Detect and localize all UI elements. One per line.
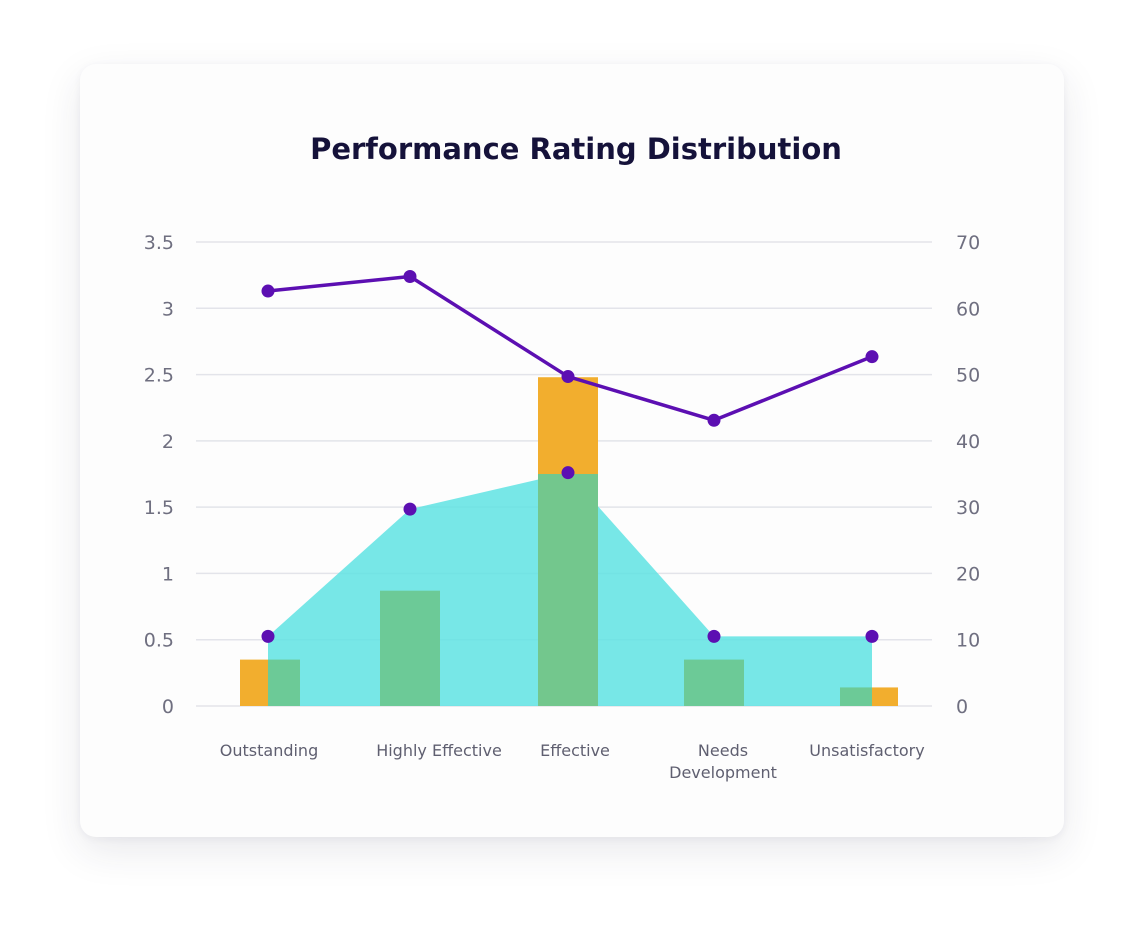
- left-tick-label: 3: [162, 298, 174, 320]
- orange-bar: [872, 687, 898, 706]
- chart-card: Performance Rating Distribution 0 0.5 1 1.5…: [80, 64, 1064, 837]
- chart-canvas: Performance Rating Distribution 0 0.5 1 1.5…: [144, 132, 980, 782]
- category-labels: Outstanding Highly Effective Effective Need…: [220, 741, 925, 782]
- category-label-line: Unsatisfactory: [809, 741, 924, 760]
- right-tick-label: 50: [956, 365, 980, 387]
- category-label-line: Highly Effective: [376, 741, 502, 760]
- category-label: Highly Effective: [376, 741, 502, 760]
- category-label: Effective: [540, 741, 610, 760]
- area-point: [261, 629, 275, 643]
- area-point: [707, 629, 721, 643]
- left-tick-label: 1.5: [144, 497, 174, 519]
- orange-bar: [240, 659, 268, 706]
- line-point: [403, 269, 417, 283]
- right-tick-label: 0: [956, 696, 968, 718]
- left-tick-label: 2.5: [144, 365, 174, 387]
- left-tick-label: 2: [162, 431, 174, 453]
- chart-title: Performance Rating Distribution: [310, 132, 842, 166]
- right-tick-label: 60: [956, 298, 980, 320]
- category-label: Outstanding: [220, 741, 318, 760]
- green-bar: [538, 474, 598, 706]
- right-tick-label: 20: [956, 563, 980, 585]
- green-bar: [268, 659, 300, 706]
- category-label-line: Development: [669, 763, 777, 782]
- green-bar: [380, 590, 440, 706]
- line-point: [707, 413, 721, 427]
- area-markers: [261, 466, 879, 643]
- category-label-line: Needs: [698, 741, 748, 760]
- category-label: Needs Development: [669, 741, 777, 782]
- area-point: [865, 629, 879, 643]
- left-tick-label: 3.5: [144, 232, 174, 254]
- left-tick-label: 0.5: [144, 630, 174, 652]
- category-label-line: Outstanding: [220, 741, 318, 760]
- area-point: [403, 502, 417, 516]
- right-axis-ticks: 0 10 20 30 40 50 60 70: [956, 232, 980, 718]
- right-tick-label: 10: [956, 630, 980, 652]
- left-tick-label: 1: [162, 563, 174, 585]
- green-bar: [684, 659, 744, 706]
- green-bar: [840, 687, 872, 706]
- line-series: [261, 269, 879, 427]
- left-tick-label: 0: [162, 696, 174, 718]
- right-tick-label: 70: [956, 232, 980, 254]
- category-label: Unsatisfactory: [809, 741, 924, 760]
- right-tick-label: 30: [956, 497, 980, 519]
- left-axis-ticks: 0 0.5 1 1.5 2 2.5 3 3.5: [144, 232, 174, 718]
- right-tick-label: 40: [956, 431, 980, 453]
- area-point: [561, 466, 575, 480]
- line-point: [561, 370, 575, 384]
- category-label-line: Effective: [540, 741, 610, 760]
- line-point: [865, 350, 879, 364]
- bar-series: [240, 377, 898, 706]
- line-point: [261, 284, 275, 298]
